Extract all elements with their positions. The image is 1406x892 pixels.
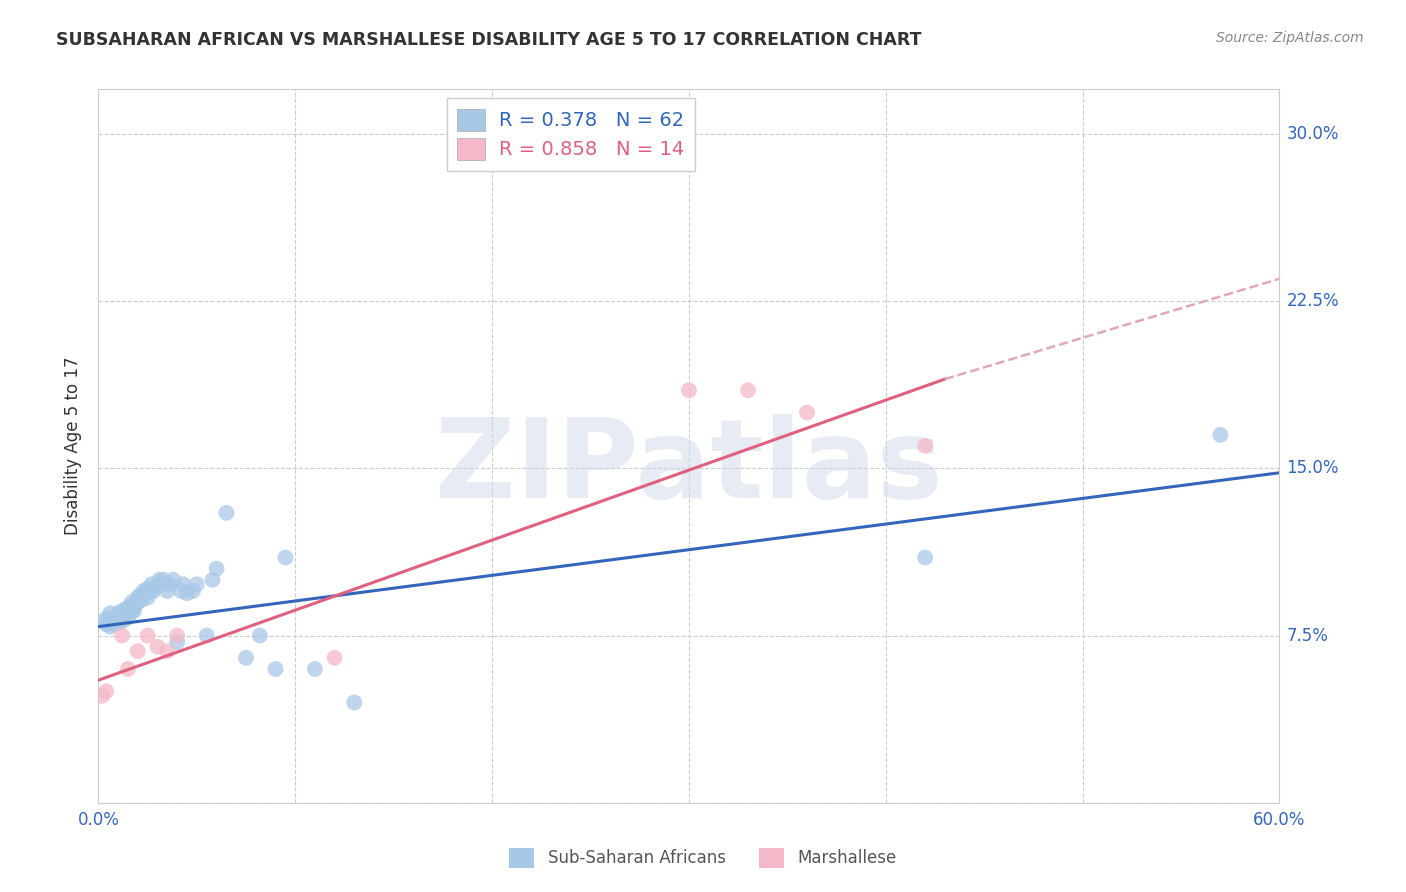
Point: [304, 662, 326, 676]
Point: [181, 583, 204, 598]
Point: [91, 689, 114, 703]
Point: [176, 586, 198, 600]
Point: [107, 607, 129, 621]
Point: [97, 610, 120, 624]
Point: [215, 506, 238, 520]
Point: [122, 604, 145, 618]
Point: [131, 592, 153, 607]
Point: [108, 615, 131, 630]
Point: [117, 662, 139, 676]
Point: [264, 662, 287, 676]
Point: [166, 628, 188, 642]
Point: [127, 591, 149, 605]
Point: [141, 577, 163, 591]
Point: [107, 613, 129, 627]
Y-axis label: Disability Age 5 to 17: Disability Age 5 to 17: [65, 357, 83, 535]
Point: [136, 591, 159, 605]
Point: [135, 586, 157, 600]
Text: 15.0%: 15.0%: [1286, 459, 1339, 477]
Point: [127, 644, 149, 658]
Point: [148, 573, 170, 587]
Text: 7.5%: 7.5%: [1286, 626, 1329, 645]
Text: 30.0%: 30.0%: [1286, 125, 1339, 143]
Point: [146, 640, 169, 654]
Point: [132, 583, 155, 598]
Point: [108, 608, 131, 623]
Point: [118, 599, 141, 614]
Point: [249, 628, 271, 642]
Point: [678, 384, 700, 398]
Point: [235, 651, 257, 665]
Point: [121, 604, 143, 618]
Point: [105, 610, 128, 624]
Point: [796, 405, 818, 420]
Point: [128, 589, 150, 603]
Point: [112, 613, 135, 627]
Point: [125, 598, 148, 612]
Point: [166, 635, 188, 649]
Point: [170, 583, 193, 598]
Point: [1209, 427, 1232, 442]
Point: [156, 583, 179, 598]
Point: [111, 604, 134, 618]
Point: [115, 602, 138, 616]
Point: [121, 595, 143, 609]
Point: [737, 384, 759, 398]
Point: [150, 577, 173, 591]
Point: [98, 607, 121, 621]
Text: 22.5%: 22.5%: [1286, 292, 1339, 310]
Point: [96, 684, 118, 698]
Point: [136, 628, 159, 642]
Legend: Sub-Saharan Africans, Marshallese: Sub-Saharan Africans, Marshallese: [503, 841, 903, 875]
Point: [138, 583, 160, 598]
Point: [127, 595, 149, 609]
Text: ZIPatlas: ZIPatlas: [434, 414, 943, 521]
Legend: R = 0.378   N = 62, R = 0.858   N = 14: R = 0.378 N = 62, R = 0.858 N = 14: [447, 98, 695, 171]
Point: [195, 628, 218, 642]
Point: [343, 696, 366, 710]
Point: [112, 607, 135, 621]
Point: [186, 577, 208, 591]
Point: [142, 583, 165, 598]
Point: [162, 573, 184, 587]
Point: [122, 599, 145, 614]
Point: [323, 651, 346, 665]
Point: [96, 617, 118, 632]
Point: [111, 628, 134, 642]
Point: [914, 550, 936, 565]
Point: [98, 619, 121, 633]
Point: [117, 610, 139, 624]
Point: [136, 582, 159, 596]
Point: [117, 604, 139, 618]
Point: [111, 610, 134, 624]
Point: [152, 573, 174, 587]
Point: [93, 613, 115, 627]
Point: [201, 573, 224, 587]
Text: Source: ZipAtlas.com: Source: ZipAtlas.com: [1216, 31, 1364, 45]
Point: [115, 607, 138, 621]
Point: [274, 550, 297, 565]
Point: [205, 562, 228, 576]
Point: [101, 613, 124, 627]
Point: [172, 577, 194, 591]
Point: [157, 577, 180, 591]
Text: SUBSAHARAN AFRICAN VS MARSHALLESE DISABILITY AGE 5 TO 17 CORRELATION CHART: SUBSAHARAN AFRICAN VS MARSHALLESE DISABI…: [56, 31, 922, 49]
Point: [914, 439, 936, 453]
Point: [156, 644, 179, 658]
Point: [103, 617, 125, 632]
Point: [146, 580, 169, 594]
